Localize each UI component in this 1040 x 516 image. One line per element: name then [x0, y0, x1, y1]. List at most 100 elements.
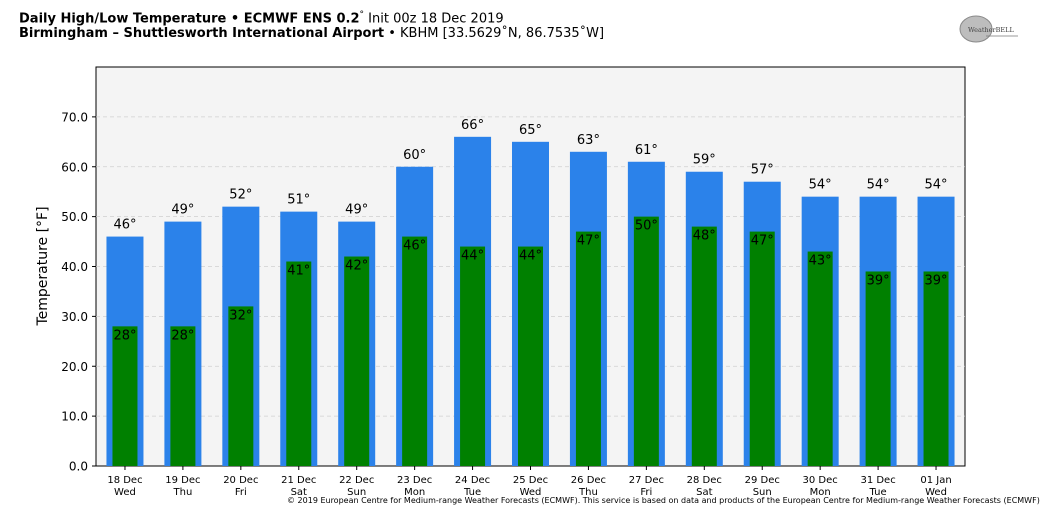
x-tick-day: Sat [696, 487, 712, 498]
y-tick-label: 60.0 [61, 160, 88, 174]
weatherbell-logo: WeatherBELL [959, 15, 1018, 43]
x-tick-day: Tue [869, 487, 887, 498]
y-axis-label: Temperature [°F] [35, 206, 51, 326]
y-axis: 0.0 10.0 20.0 30.0 40.0 50.0 60.0 70.0 [61, 110, 96, 474]
low-temp-bar [575, 231, 601, 466]
location-coordinates: • KBHM [33.5629˚N, 86.7535˚W] [388, 26, 605, 42]
high-temp-label: 52° [229, 188, 252, 203]
x-tick-day: Wed [114, 487, 136, 498]
low-temp-label: 39° [925, 273, 948, 288]
x-tick-date: 22 Dec [339, 475, 374, 486]
low-temp-bar [460, 246, 486, 466]
x-tick-date: 01 Jan [920, 475, 951, 486]
high-temp-label: 57° [751, 163, 774, 178]
logo-text: WeatherBELL [968, 26, 1014, 34]
x-tick-date: 19 Dec [165, 475, 200, 486]
x-tick-day: Sun [347, 487, 366, 498]
high-temp-label: 66° [461, 118, 484, 133]
location-name: Birmingham – Shuttlesworth International… [19, 26, 385, 42]
x-tick-date: 30 Dec [803, 475, 838, 486]
low-temp-label: 28° [113, 328, 136, 343]
copyright-notice: © 2019 European Centre for Medium-range … [287, 496, 1040, 505]
x-tick-date: 26 Dec [571, 475, 606, 486]
chart-init-time: Init 00z 18 Dec 2019 [368, 11, 504, 27]
x-tick-day: Thu [578, 487, 598, 498]
x-tick-day: Mon [810, 487, 831, 498]
chart-title: Daily High/Low Temperature • ECMWF ENS 0… [19, 8, 604, 26]
x-tick-day: Thu [173, 487, 193, 498]
high-temp-label: 54° [809, 178, 832, 193]
high-temp-label: 49° [345, 203, 368, 218]
chart-title-degree: ° [359, 10, 365, 20]
low-temp-label: 47° [577, 234, 600, 249]
x-tick-date: 18 Dec [107, 475, 142, 486]
low-temp-bar [518, 246, 543, 466]
high-temp-label: 63° [577, 133, 600, 148]
high-temp-label: 54° [867, 178, 890, 193]
x-tick-day: Sat [291, 487, 307, 498]
bars [106, 136, 955, 467]
y-tick-label: 0.0 [69, 460, 88, 474]
y-tick-label: 40.0 [61, 260, 88, 274]
high-temp-label: 59° [693, 153, 716, 168]
data-labels: 46° 28° 49° 28° 52° 32° 51° 41° 49° 42° 60° 46° 66° 4… [113, 118, 947, 344]
low-temp-label: 28° [171, 328, 194, 343]
y-tick-label: 50.0 [61, 210, 88, 224]
logo-globe [960, 16, 992, 42]
low-temp-bar [170, 326, 196, 466]
x-tick-day: Wed [925, 487, 947, 498]
low-temp-bar [865, 271, 891, 466]
x-tick-date: 25 Dec [513, 475, 548, 486]
high-temp-label: 61° [635, 143, 658, 158]
low-temp-label: 41° [287, 264, 310, 279]
low-temp-bar [749, 231, 775, 466]
low-temp-bar [228, 306, 254, 466]
x-tick-day: Tue [463, 487, 481, 498]
high-temp-label: 49° [171, 203, 194, 218]
x-tick-day: Fri [235, 487, 247, 498]
x-tick-date: 21 Dec [281, 475, 316, 486]
low-temp-bar [402, 236, 428, 466]
high-temp-label: 60° [403, 148, 426, 163]
high-temp-label: 51° [287, 193, 310, 208]
low-temp-label: 42° [345, 259, 368, 274]
low-temp-label: 44° [461, 249, 484, 264]
x-tick-day: Sun [753, 487, 772, 498]
x-tick-date: 28 Dec [687, 475, 722, 486]
low-temp-label: 32° [229, 308, 252, 323]
x-tick-date: 27 Dec [629, 475, 664, 486]
x-tick-date: 20 Dec [223, 475, 258, 486]
high-temp-label: 54° [925, 178, 948, 193]
x-tick-date: 29 Dec [745, 475, 780, 486]
low-temp-bar [286, 261, 312, 466]
low-temp-label: 46° [403, 239, 426, 254]
low-temp-bar [923, 271, 949, 466]
low-temp-label: 39° [867, 273, 890, 288]
chart-header: Daily High/Low Temperature • ECMWF ENS 0… [19, 8, 604, 41]
logo-globe-outline [959, 15, 993, 43]
x-tick-date: 24 Dec [455, 475, 490, 486]
low-temp-bar [344, 256, 370, 466]
low-temp-label: 50° [635, 219, 658, 234]
y-tick-label: 30.0 [61, 310, 88, 324]
y-tick-label: 20.0 [61, 360, 88, 374]
low-temp-label: 44° [519, 249, 542, 264]
x-tick-day: Mon [404, 487, 425, 498]
x-tick-date: 23 Dec [397, 475, 432, 486]
low-temp-label: 47° [751, 234, 774, 249]
low-temp-label: 43° [809, 254, 832, 269]
x-tick-day: Fri [640, 487, 652, 498]
high-temp-label: 65° [519, 123, 542, 138]
low-temp-bar [633, 216, 659, 466]
low-temp-bar [112, 326, 138, 466]
low-temp-bar [691, 226, 717, 466]
y-tick-label: 10.0 [61, 410, 88, 424]
x-tick-day: Wed [520, 487, 542, 498]
x-tick-date: 31 Dec [860, 475, 895, 486]
chart-title-main: Daily High/Low Temperature • ECMWF ENS 0… [19, 11, 360, 27]
low-temp-bar [807, 251, 833, 466]
chart-location: Birmingham – Shuttlesworth International… [19, 26, 604, 41]
high-temp-label: 46° [113, 218, 136, 233]
